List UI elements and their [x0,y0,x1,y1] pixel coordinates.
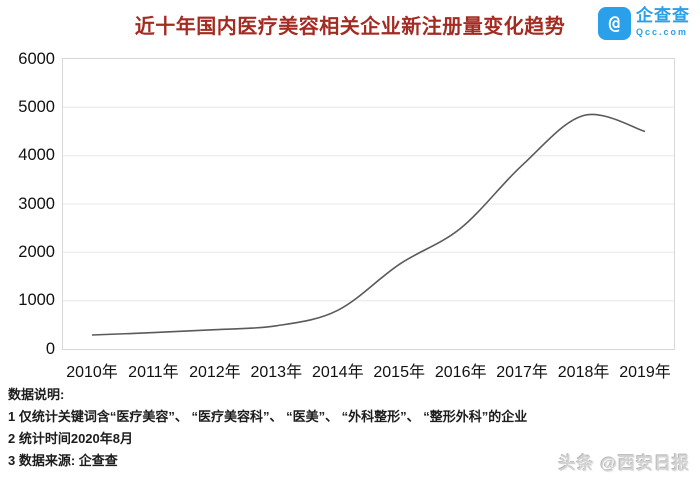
note-line-1: 1 仅统计关键词含“医疗美容”、 “医疗美容科”、 “医美”、 “外科整形”、 … [8,409,528,424]
y-tick-label-6000: 6000 [18,49,55,68]
qcc-logo-domain: Qcc.com [636,27,689,37]
registrations-trend-line [91,113,646,336]
note-line-2: 2 统计时间2020年8月 [8,431,133,446]
x-tick-label-2012年: 2012年 [189,364,241,381]
y-tick-label-0: 0 [45,339,55,358]
x-tick-label-2018年: 2018年 [557,364,610,381]
y-tick-label-2000: 2000 [18,242,55,261]
x-tick-label-2013年: 2013年 [250,364,303,381]
x-tick-label-2019年: 2019年 [619,364,671,381]
chart-title: 近十年国内医疗美容相关企业新注册量变化趋势 [134,16,566,38]
y-tick-label-4000: 4000 [18,146,55,165]
x-tick-label-2017年: 2017年 [496,364,548,381]
qcc-swirl-glyph: @ [608,12,621,34]
y-tick-label-5000: 5000 [18,97,55,116]
chart-plot-area [62,58,675,350]
x-tick-label-2010年: 2010年 [66,364,118,381]
y-tick-label-1000: 1000 [18,291,55,310]
x-tick-label-2015年: 2015年 [373,364,425,381]
qcc-logo-icon: @ [598,7,631,40]
qcc-logo: @ 企查查 Qcc.com [598,7,690,40]
x-tick-label-2014年: 2014年 [311,364,364,381]
note-line-3: 3 数据来源: 企查查 [8,453,118,468]
y-tick-label-3000: 3000 [18,194,55,213]
qcc-logo-text: 企查查 Qcc.com [636,7,690,37]
trend-line-chart [63,106,674,336]
toutiao-watermark: 头条 @西安日报 [558,454,690,473]
data-notes: 数据说明: 1 仅统计关键词含“医疗美容”、 “医疗美容科”、 “医美”、 “外… [8,384,527,472]
x-tick-label-2016年: 2016年 [434,364,487,381]
x-tick-label-2011年: 2011年 [128,364,179,381]
qcc-logo-name: 企查查 [636,6,690,25]
notes-heading: 数据说明: [8,387,65,402]
